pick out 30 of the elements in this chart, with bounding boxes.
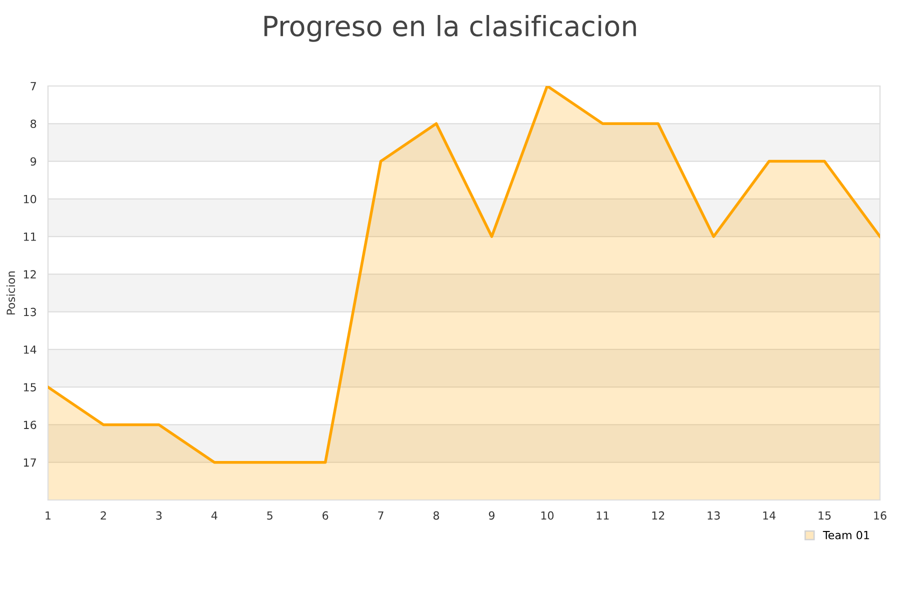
x-tick-label: 14 — [763, 511, 776, 520]
y-tick-label: 15 — [24, 383, 36, 392]
y-tick-label: 11 — [24, 232, 36, 241]
x-tick-label: 15 — [818, 511, 831, 520]
x-tick-label: 12 — [652, 511, 664, 520]
x-tick-label: 11 — [596, 511, 609, 520]
x-tick-label: 8 — [433, 511, 440, 520]
y-tick-label: 17 — [24, 458, 36, 467]
x-tick-label: 4 — [211, 511, 218, 520]
y-tick-label: 13 — [24, 308, 36, 316]
y-tick-label: 8 — [30, 120, 36, 128]
y-tick-label: 9 — [30, 157, 36, 166]
x-tick-label: 9 — [488, 511, 494, 520]
legend-label: Team 01 — [822, 530, 869, 540]
y-tick-label: 16 — [24, 420, 36, 430]
x-tick-label: 5 — [267, 511, 272, 520]
y-tick-label: 12 — [24, 270, 36, 278]
x-tick-label: 2 — [100, 511, 106, 520]
x-tick-label: 1 — [46, 511, 51, 520]
y-tick-label: 7 — [30, 82, 36, 90]
x-tick-label: 10 — [541, 511, 554, 520]
x-tick-label: 7 — [378, 511, 384, 520]
x-tick-label: 3 — [156, 511, 162, 520]
chart-title: Progreso en la clasificacion — [264, 15, 636, 42]
y-tick-label: 14 — [24, 346, 36, 354]
x-tick-label: 16 — [874, 511, 886, 520]
x-tick-label: 13 — [708, 511, 720, 520]
y-axis-title: Posicion — [6, 271, 16, 314]
y-tick-label: 10 — [24, 194, 36, 204]
x-tick-label: 6 — [322, 511, 328, 520]
